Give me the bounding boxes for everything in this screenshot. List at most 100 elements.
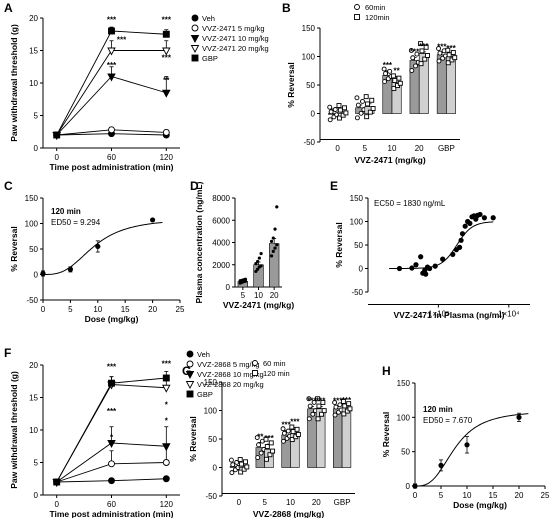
- y-tick-label: 20: [29, 14, 38, 23]
- x-tick-label: 20: [270, 291, 279, 300]
- data-point: [238, 469, 244, 475]
- y-tick-label: 0: [34, 144, 39, 153]
- y-tick-label: 150: [204, 378, 218, 387]
- data-point: [459, 231, 466, 237]
- legend-entry: VVZ-2471 20 mg/kg: [202, 44, 269, 53]
- data-point: [273, 246, 277, 250]
- data-point: [332, 107, 338, 112]
- data-point: [328, 109, 334, 115]
- data-point: [162, 459, 170, 466]
- significance-label: ***: [342, 396, 352, 405]
- x-tick-label: 0: [335, 144, 340, 153]
- data-point: [363, 94, 369, 100]
- x-tick-label: 10: [93, 305, 102, 314]
- data-point: [311, 399, 317, 405]
- data-point: [382, 79, 388, 85]
- x-tick-label: 1×10⁴: [498, 310, 520, 319]
- data-point: [264, 456, 269, 462]
- significance-label: ***: [162, 16, 172, 25]
- significance-label: ***: [446, 44, 456, 53]
- data-point: [270, 448, 276, 454]
- data-point: [259, 252, 263, 256]
- y-tick-label: 50: [354, 241, 363, 250]
- y-tick-label: 5: [34, 112, 39, 121]
- x-tick-label: 10: [388, 144, 397, 153]
- y-tick-label: 0: [34, 491, 39, 500]
- data-point: [95, 243, 101, 250]
- legend-entry: Veh: [202, 14, 215, 23]
- y-tick-label: -50: [26, 296, 38, 305]
- significance-label: ***: [281, 420, 291, 429]
- data-point: [490, 215, 496, 221]
- legend-entry: Veh: [197, 350, 210, 359]
- data-point: [237, 457, 243, 462]
- y-tick-label: -50: [205, 492, 217, 501]
- data-point: [369, 97, 375, 103]
- data-point: [425, 53, 430, 58]
- y-tick-label: 10: [29, 79, 38, 88]
- significance-label: *: [165, 400, 169, 409]
- y-axis-label: % Reversal: [9, 226, 19, 271]
- data-point: [413, 63, 418, 69]
- data-point: [347, 406, 353, 412]
- data-point: [285, 428, 291, 434]
- data-point: [437, 50, 443, 56]
- legend-marker: [191, 54, 199, 62]
- data-point: [436, 46, 441, 51]
- x-tick-label: 5: [439, 491, 444, 500]
- data-point: [271, 236, 275, 240]
- x-tick-label: 5: [68, 305, 73, 314]
- legend-marker: [186, 390, 194, 398]
- data-point: [254, 262, 258, 266]
- significance-label: ***: [410, 48, 420, 57]
- y-tick-label: 8000: [212, 194, 230, 203]
- data-point: [275, 205, 279, 209]
- y-tick-label: 150: [25, 194, 39, 203]
- data-point: [392, 77, 398, 83]
- panel-letter: C: [4, 179, 13, 193]
- x-tick-label: GBP: [334, 498, 351, 507]
- data-point: [367, 109, 373, 115]
- data-point: [452, 55, 458, 61]
- data-point: [108, 126, 115, 134]
- data-point: [289, 424, 295, 430]
- y-tick-label: 150: [397, 379, 411, 388]
- y-tick-label: 6000: [212, 216, 230, 225]
- data-point: [280, 426, 286, 432]
- data-point: [477, 211, 483, 218]
- data-point: [445, 60, 451, 66]
- data-point: [40, 270, 46, 277]
- data-point: [315, 416, 321, 422]
- data-point: [306, 396, 312, 402]
- y-tick-label: -50: [351, 288, 363, 297]
- significance-label: ***: [316, 397, 326, 406]
- data-point: [446, 52, 452, 58]
- y-tick-label: 2000: [212, 261, 230, 270]
- data-point: [275, 243, 279, 247]
- data-point: [256, 267, 260, 271]
- data-point: [423, 44, 429, 50]
- legend-entry: VVZ-2868 5 mg/kg: [197, 360, 260, 369]
- data-point: [256, 442, 262, 448]
- legend-marker: [185, 371, 195, 379]
- x-tick-label: 20: [312, 498, 321, 507]
- y-tick-label: 0: [311, 110, 316, 119]
- data-point: [230, 462, 236, 468]
- data-point: [450, 50, 456, 55]
- bar: [341, 407, 352, 468]
- x-tick-label: 5: [262, 498, 267, 507]
- x-tick-label: 20: [515, 491, 524, 500]
- data-point: [418, 61, 424, 67]
- data-point: [107, 440, 116, 448]
- x-axis-label: VVZ-2471 (mg/kg): [354, 155, 425, 165]
- data-point: [342, 105, 347, 111]
- data-point: [346, 401, 352, 407]
- data-point: [321, 408, 327, 414]
- data-point: [228, 457, 234, 463]
- x-tick-label: 60: [107, 500, 116, 509]
- annotation-ec50: EC50 = 1830 ng/mL: [374, 199, 446, 208]
- significance-label: *: [110, 433, 114, 442]
- legend-entry: GBP: [202, 54, 218, 63]
- significance-label: ***: [419, 42, 429, 51]
- data-point: [162, 384, 171, 393]
